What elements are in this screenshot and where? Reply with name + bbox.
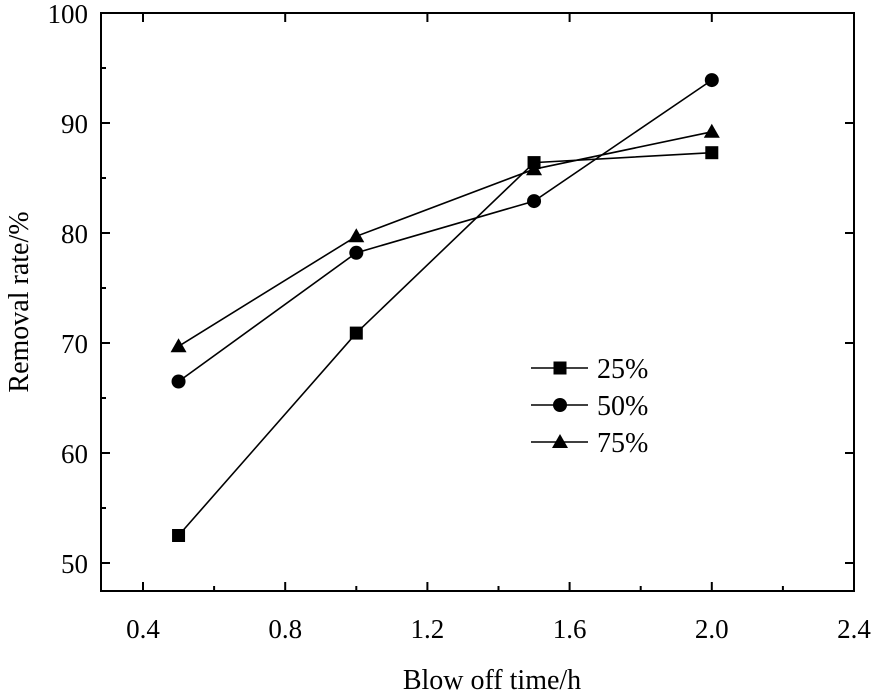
data-point-circle [527, 194, 542, 209]
y-tick-label: 90 [61, 109, 88, 139]
y-tick-label: 60 [61, 439, 88, 469]
data-point-triangle [703, 123, 720, 138]
series-line [177, 151, 712, 537]
data-point-triangle [526, 161, 543, 176]
y-tick-label: 100 [48, 0, 89, 29]
legend-label: 50% [597, 391, 648, 422]
plot-frame [100, 12, 855, 592]
y-tick-label: 80 [61, 219, 88, 249]
y-tick-label: 50 [61, 549, 88, 579]
x-tick-label: 0.4 [126, 614, 160, 644]
data-point-circle [349, 245, 364, 260]
x-tick-label: 2.0 [695, 614, 729, 644]
series-line [178, 131, 712, 347]
legend-label: 25% [597, 354, 648, 385]
series-group [170, 73, 720, 542]
data-point-triangle [348, 228, 365, 243]
data-point-square [172, 529, 186, 542]
series-1 [172, 146, 719, 542]
legend-marker-triangle [552, 434, 568, 448]
axis-ticks [101, 12, 855, 591]
data-point-square [349, 326, 363, 340]
y-tick-label: 70 [61, 329, 88, 359]
data-point-circle [704, 73, 719, 88]
legend-label: 75% [597, 428, 648, 459]
x-axis-title: Blow off time/h [403, 665, 581, 693]
x-tick-label: 2.4 [837, 614, 871, 644]
legend-marker-circle [553, 398, 567, 412]
y-axis-title: Removal rate/% [4, 211, 35, 392]
series-2 [171, 73, 719, 389]
x-tick-label: 0.8 [268, 614, 302, 644]
series-3 [170, 123, 720, 353]
legend-marker-square [553, 361, 567, 375]
x-tick-labels: 0.4 0.8 1.2 1.6 2.0 2.4 [126, 614, 871, 644]
data-point-square [705, 146, 719, 160]
x-tick-label: 1.2 [411, 614, 445, 644]
data-point-triangle [170, 338, 187, 353]
data-point-circle [171, 374, 186, 389]
y-tick-labels: 50 60 70 80 90 100 [48, 0, 89, 579]
legend: 25% 50% 75% [531, 354, 648, 459]
x-tick-label: 1.6 [553, 614, 587, 644]
series-line [178, 79, 713, 383]
